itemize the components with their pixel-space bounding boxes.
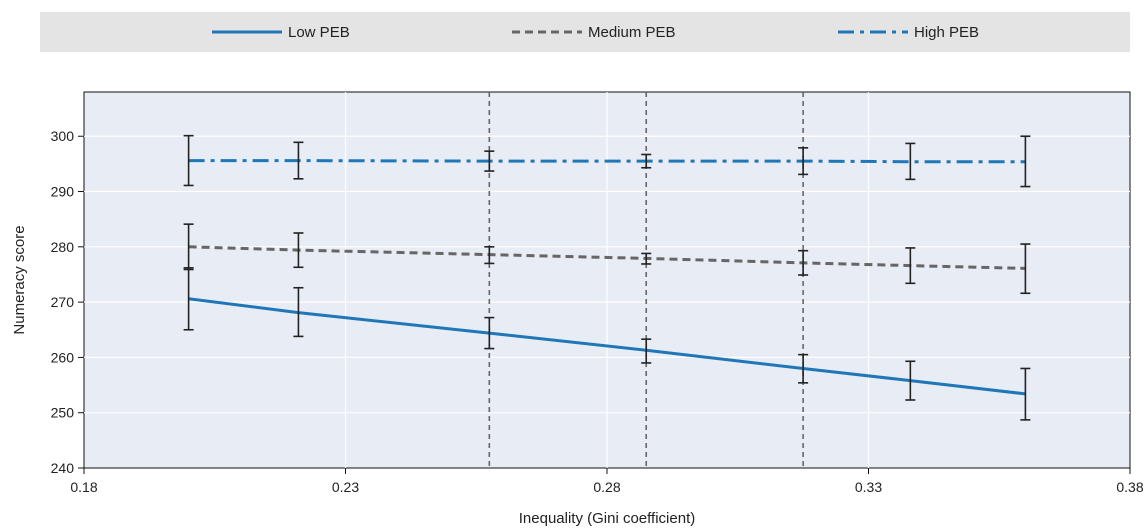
legend-item-low-peb: Low PEB [212, 24, 350, 41]
error-bar-medium-peb-7 [1020, 243, 1031, 295]
error-bar-low-peb-3 [484, 316, 495, 350]
x-tick-label: 0.23 [332, 479, 359, 495]
error-bar-medium-peb-5 [798, 249, 809, 276]
error-bar-medium-peb-3 [484, 246, 495, 265]
error-bar-high-peb-4 [641, 153, 652, 169]
error-bar-low-peb-4 [641, 338, 652, 364]
error-bar-medium-peb-4 [641, 252, 652, 265]
y-tick-label: 260 [51, 349, 75, 365]
y-tick-label: 300 [51, 128, 75, 144]
error-bar-high-peb-7 [1020, 135, 1031, 188]
legend-item-high-peb: High PEB [838, 24, 979, 41]
y-tick-label: 270 [51, 294, 75, 310]
error-bar-high-peb-2 [293, 141, 304, 180]
error-bar-high-peb-5 [798, 147, 809, 176]
y-tick-label: 240 [51, 460, 75, 476]
x-axis-title: Inequality (Gini coefficient) [519, 510, 695, 527]
y-tick-label: 250 [51, 405, 75, 421]
error-bar-low-peb-5 [798, 353, 809, 384]
x-tick-label: 0.33 [855, 479, 882, 495]
legend-label: High PEB [914, 24, 979, 41]
error-bar-low-peb-2 [293, 286, 304, 338]
error-bar-low-peb-6 [905, 360, 916, 401]
error-bar-medium-peb-6 [905, 247, 916, 285]
legend-label: Medium PEB [588, 24, 676, 41]
error-bar-high-peb-3 [484, 150, 495, 172]
y-tick-label: 280 [51, 239, 75, 255]
legend-item-medium-peb: Medium PEB [512, 24, 676, 41]
error-bar-low-peb-7 [1020, 367, 1031, 421]
x-tick-label: 0.38 [1116, 479, 1143, 495]
error-bar-high-peb-1 [183, 134, 194, 187]
error-bars [183, 134, 1031, 421]
axes: 240 250 260 270 280 290 300 0.18 0.23 0.28 0.33 0.3… [51, 128, 1144, 495]
error-bar-high-peb-6 [905, 142, 916, 181]
legend-label: Low PEB [288, 24, 350, 41]
grid-lines [84, 92, 1130, 468]
y-axis-title: Numeracy score [11, 225, 28, 334]
x-tick-label: 0.18 [70, 479, 97, 495]
y-tick-label: 290 [51, 184, 75, 200]
error-bar-medium-peb-2 [293, 232, 304, 269]
chart-legend: Low PEB Medium PEB High PEB [40, 12, 1130, 52]
x-tick-label: 0.28 [593, 479, 620, 495]
error-bar-medium-peb-1 [183, 223, 194, 271]
